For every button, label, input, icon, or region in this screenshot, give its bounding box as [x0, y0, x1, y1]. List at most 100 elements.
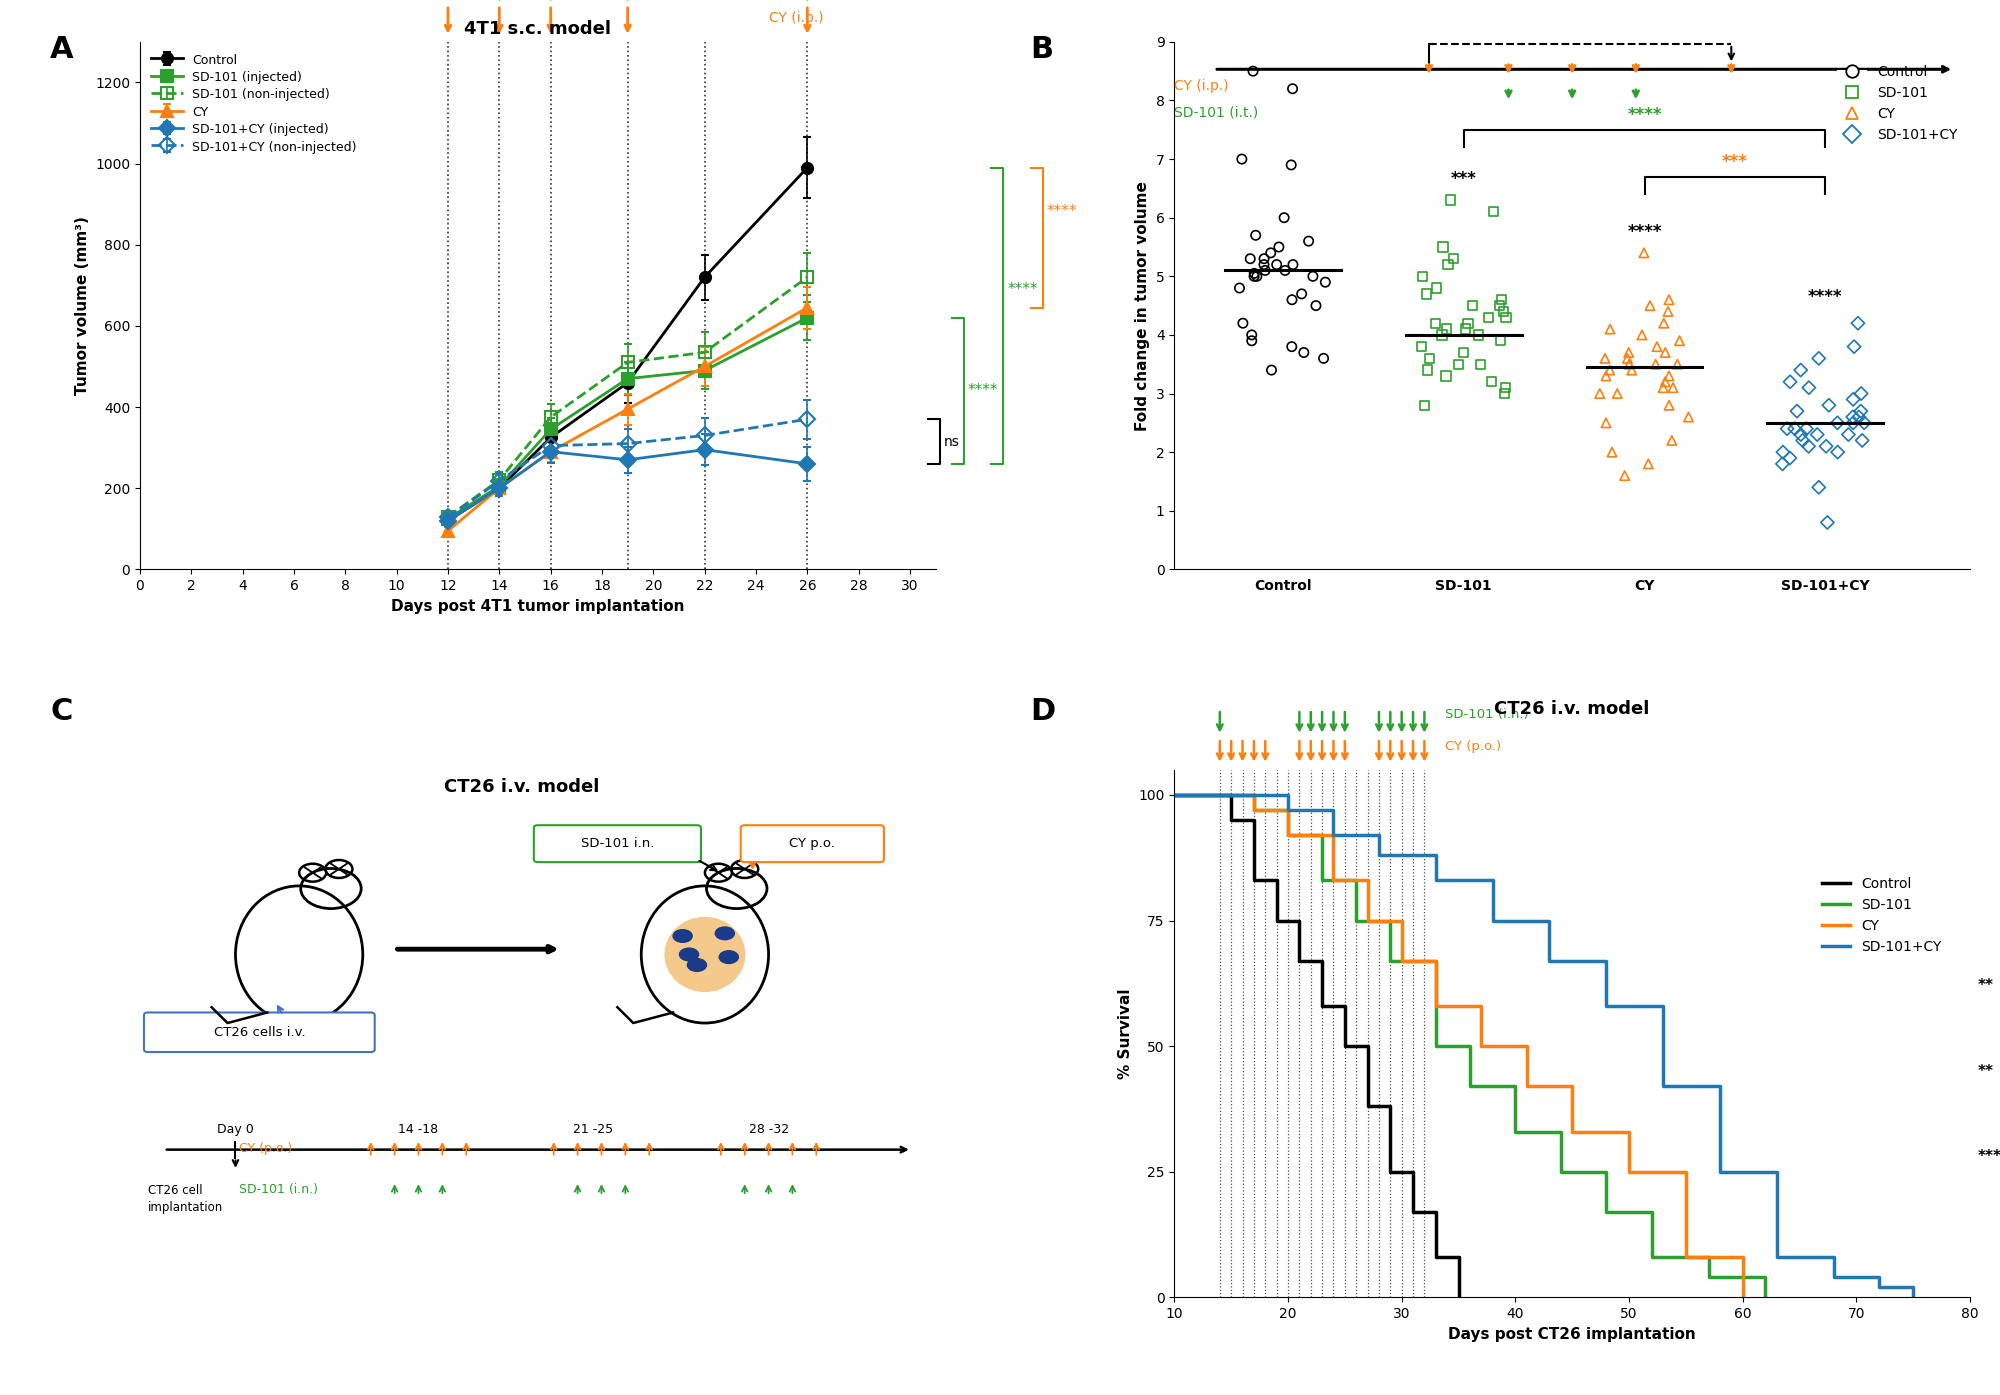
- Point: [1406, 335, 1438, 357]
- Point: [1766, 453, 1798, 476]
- Point: [1300, 294, 1332, 317]
- SD-101: [1504, 1078, 1528, 1095]
- CY: [1730, 1249, 1754, 1265]
- Point: [1786, 430, 1818, 452]
- Control: [1288, 912, 1312, 929]
- Point: [1256, 359, 1288, 381]
- Point: [1766, 441, 1798, 463]
- SD-101+CY: [1764, 1249, 1788, 1265]
- Point: [1260, 254, 1292, 276]
- CY: [1390, 912, 1414, 929]
- Point: [1656, 430, 1688, 452]
- Text: 21 -25: 21 -25: [574, 1123, 614, 1137]
- Point: [1838, 388, 1870, 410]
- SD-101: [1594, 1204, 1618, 1221]
- Point: [1412, 359, 1444, 381]
- Control: [1332, 1038, 1356, 1055]
- Point: [1288, 342, 1320, 364]
- Point: [1672, 406, 1704, 428]
- SD-101+CY: [1868, 1279, 1892, 1296]
- SD-101: [1378, 912, 1402, 929]
- SD-101+CY: [1594, 953, 1618, 970]
- X-axis label: Days post 4T1 tumor implantation: Days post 4T1 tumor implantation: [392, 598, 684, 614]
- Point: [1414, 347, 1446, 370]
- Point: [1584, 382, 1616, 405]
- SD-101+CY: [1538, 912, 1562, 929]
- Point: [1790, 417, 1822, 439]
- CY: [1674, 1163, 1698, 1180]
- SD-101+CY: [1652, 997, 1676, 1014]
- Point: [1450, 318, 1482, 340]
- Point: [1224, 276, 1256, 299]
- SD-101+CY: [1480, 912, 1504, 929]
- Point: [1236, 324, 1268, 346]
- Control: [1264, 912, 1288, 929]
- Point: [1640, 353, 1672, 375]
- Control: [1310, 953, 1334, 970]
- Point: [1836, 406, 1868, 428]
- SD-101: [1162, 787, 1186, 804]
- Point: [1484, 294, 1516, 317]
- Point: [1308, 347, 1340, 370]
- CY: [1162, 787, 1186, 804]
- Point: [1428, 236, 1460, 258]
- Point: [1778, 417, 1810, 439]
- Point: [1238, 60, 1270, 82]
- SD-101+CY: [1902, 1289, 1926, 1306]
- CY: [1242, 802, 1266, 819]
- Point: [1648, 312, 1680, 335]
- CY: [1390, 953, 1414, 970]
- CY: [1618, 1163, 1642, 1180]
- Point: [1842, 406, 1874, 428]
- SD-101: [1344, 872, 1368, 889]
- CY: [1322, 827, 1346, 844]
- Point: [1812, 512, 1844, 534]
- Point: [1448, 342, 1480, 364]
- Text: ****: ****: [1628, 106, 1662, 124]
- Point: [1780, 400, 1812, 423]
- SD-101+CY: [1868, 1269, 1892, 1286]
- Point: [1822, 441, 1854, 463]
- Point: [1452, 312, 1484, 335]
- SD-101: [1640, 1249, 1664, 1265]
- CY: [1276, 802, 1300, 819]
- SD-101+CY: [1708, 1163, 1732, 1180]
- Control: [1242, 812, 1266, 829]
- Point: [1464, 353, 1496, 375]
- Point: [1490, 377, 1522, 399]
- SD-101+CY: [1366, 847, 1390, 864]
- Point: [1784, 359, 1816, 381]
- Point: [1286, 283, 1318, 306]
- Point: [1594, 359, 1626, 381]
- SD-101+CY: [1822, 1269, 1846, 1286]
- CY: [1424, 997, 1448, 1014]
- Point: [1774, 371, 1806, 393]
- Point: [1802, 424, 1834, 446]
- Title: 4T1 s.c. model: 4T1 s.c. model: [464, 20, 612, 38]
- Point: [1250, 259, 1282, 282]
- Point: [1612, 347, 1644, 370]
- Text: Day 0: Day 0: [218, 1123, 254, 1137]
- Legend: Control, SD-101 (injected), SD-101 (non-injected), CY, SD-101+CY (injected), SD-: Control, SD-101 (injected), SD-101 (non-…: [146, 47, 362, 159]
- Point: [1802, 476, 1834, 498]
- Text: SD-101 i.n.: SD-101 i.n.: [580, 837, 654, 850]
- Control: [1424, 1204, 1448, 1221]
- SD-101: [1594, 1163, 1618, 1180]
- SD-101+CY: [1366, 827, 1390, 844]
- Point: [1662, 353, 1694, 375]
- SD-101: [1310, 872, 1334, 889]
- Text: CT26 cell: CT26 cell: [148, 1184, 202, 1197]
- SD-101: [1754, 1289, 1778, 1306]
- Y-axis label: % Survival: % Survival: [1118, 988, 1132, 1078]
- Circle shape: [720, 951, 738, 964]
- Point: [1226, 148, 1258, 170]
- SD-101: [1242, 787, 1266, 804]
- Point: [1634, 294, 1666, 317]
- SD-101: [1242, 802, 1266, 819]
- Control: [1446, 1289, 1470, 1306]
- Point: [1240, 225, 1272, 247]
- Point: [1276, 335, 1308, 357]
- Y-axis label: Tumor volume (mm³): Tumor volume (mm³): [74, 216, 90, 395]
- SD-101+CY: [1594, 997, 1618, 1014]
- Text: ***: ***: [1722, 153, 1748, 170]
